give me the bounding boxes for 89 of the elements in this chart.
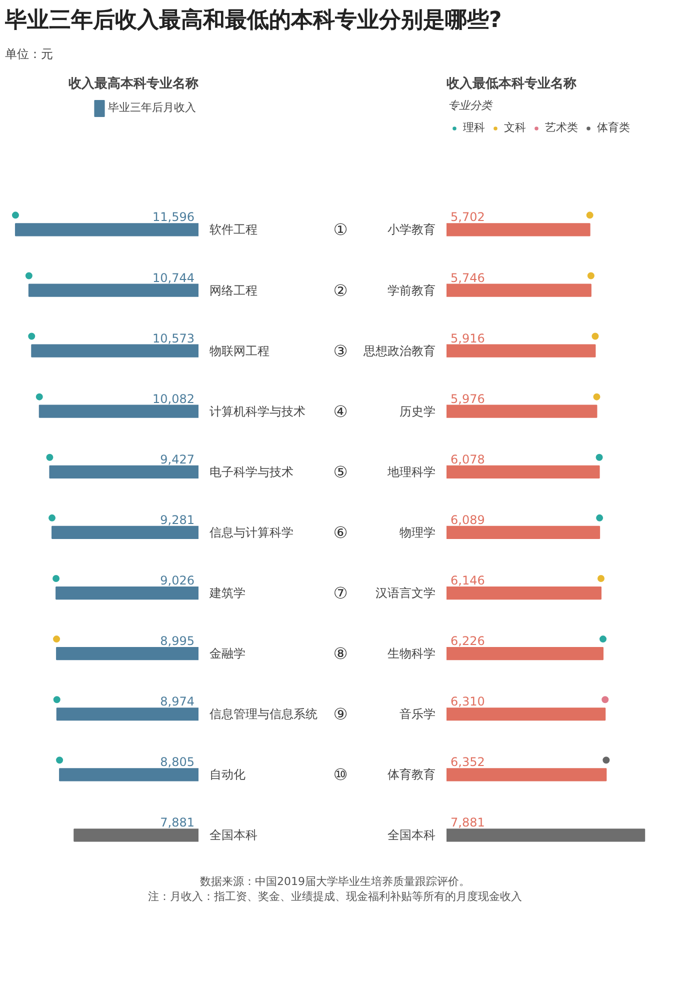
text: ⑥ [333,522,348,542]
y-tick-label: 体育教育 [388,767,436,782]
bar [49,464,198,478]
text: 毕业三年后收入最高和最低的本科专业分别是哪些? [5,6,502,35]
y-tick-label: 信息管理与信息系统 [210,706,318,721]
bar [56,707,198,720]
y-tick-label: 物联网工程 [210,343,270,358]
data-label: 8,805 [160,754,195,769]
legend-label: 体育类 [597,120,630,136]
y-tick-label: 信息与计算科学 [210,525,294,540]
data-label: 6,089 [450,512,485,527]
data-label: 7,881 [160,815,195,830]
source-note: 数据来源：中国2019届大学毕业生培养质量跟踪评价。 [200,874,470,888]
legend-label: 艺术类 [545,120,578,136]
bar [31,344,198,357]
bar [56,586,198,600]
data-label: 10,573 [152,330,195,345]
data-label: 6,352 [450,754,485,769]
y-tick-label: 全国本科 [210,828,258,842]
data-label: 6,078 [450,452,485,466]
y-tick-label: 计算机科学与技术 [210,404,306,418]
bar [446,404,598,418]
y-tick-label: 物理学 [400,525,436,540]
data-label: 9,427 [160,452,195,466]
data-label: 7,881 [450,815,485,830]
data-label: 5,746 [450,270,485,284]
bar [446,586,602,600]
data-label: 5,916 [450,330,485,345]
bar [446,525,600,539]
y-tick-label: 地理科学 [386,464,436,478]
y-tick-label: 全国本科 [388,828,436,842]
text: 单位：元 [5,46,53,64]
legend-title: 专业分类 [448,98,494,113]
bar [59,768,198,781]
y-axis-title: 收入最高本科专业名称 [68,75,200,92]
data-label: 8,974 [160,694,195,708]
data-label: 8,995 [160,634,195,648]
y-tick-label: 建筑学 [208,586,246,600]
bar [446,222,590,236]
text: ① [333,220,348,239]
bar [38,404,198,418]
y-tick-label: 软件工程 [210,222,258,236]
y-tick-label: 网络工程 [210,282,258,297]
legend-label: 文科 [504,120,526,136]
y-tick-label: 学前教育 [388,282,436,297]
legend-label: 毕业三年后月收入 [108,100,196,116]
y-tick-label: 小学教育 [388,222,436,236]
bar [14,222,198,236]
bar [446,283,592,296]
legend-label: 理科 [463,120,485,136]
text: ⑩ [333,764,348,784]
data-label: 10,082 [152,391,195,406]
data-label: 5,702 [450,210,485,224]
bar [56,646,198,660]
data-label: 9,026 [160,573,195,588]
text: ⑦ [333,583,348,602]
data-label: 11,596 [152,210,195,224]
bar [446,707,606,720]
text: ④ [333,401,348,420]
bar [446,646,604,660]
bar [446,828,646,842]
data-label: 6,146 [450,573,485,588]
y-tick-label: 自动化 [210,767,246,782]
text: ⑧ [333,644,348,663]
bar [446,344,596,357]
text: ② [333,280,348,300]
y-tick-label: 生物科学 [388,646,436,660]
bar [446,464,600,478]
bar [28,283,198,296]
y-tick-label: 思想政治教育 [362,343,436,358]
bar [446,768,607,781]
text: ③ [333,340,348,360]
y-tick-label: 音乐学 [400,706,436,721]
data-label: 6,310 [450,694,485,708]
bar [52,525,198,539]
y-tick-label: 历史学 [400,404,436,418]
bar [74,828,198,842]
y-tick-label: 金融学 [210,646,246,660]
y-axis-title: 收入最低本科专业名称 [446,75,578,92]
point [595,513,604,522]
text: 注：月收入：指工资、奖金、业绩提成、现金福利补贴等所有的月度现金收入 [148,890,522,904]
text: ⑨ [333,704,348,724]
data-label: 10,744 [152,270,195,284]
text: ⑤ [333,462,348,481]
data-label: 9,281 [160,512,195,527]
y-tick-label: 汉语言文学 [376,586,436,600]
data-label: 6,226 [450,634,485,648]
y-tick-label: 电子科学与技术 [210,464,294,478]
data-label: 5,976 [450,391,485,406]
